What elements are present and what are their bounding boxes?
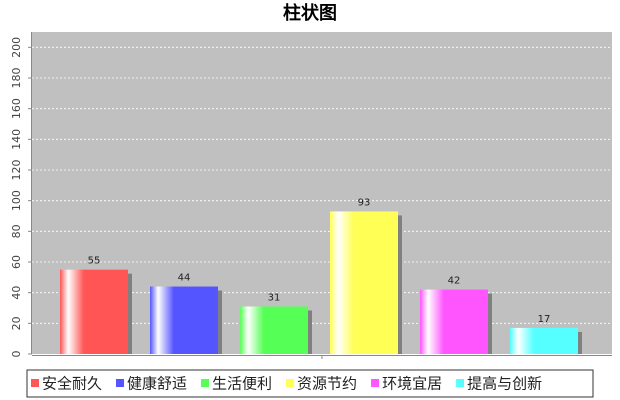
value-label: 31 (268, 292, 281, 303)
legend-swatch (31, 379, 39, 387)
y-tick-label: 20 (10, 316, 23, 330)
legend-label: 环境宜居 (382, 375, 442, 393)
y-tick-label: 160 (10, 98, 23, 119)
legend-label: 资源节约 (297, 375, 357, 393)
legend-swatch (371, 379, 380, 387)
y-tick-label: 120 (10, 160, 23, 181)
y-tick-label: 180 (10, 68, 23, 89)
y-tick-label: 40 (10, 286, 23, 300)
y-tick-label: 60 (10, 255, 23, 269)
value-label: 44 (178, 273, 191, 284)
value-label: 55 (88, 256, 101, 267)
y-tick-label: 80 (10, 224, 23, 238)
bar (510, 327, 578, 354)
bar (240, 306, 308, 354)
bar (420, 289, 488, 354)
value-label: 42 (448, 276, 461, 287)
y-tick-label: 200 (10, 37, 23, 58)
y-tick-label: 100 (10, 190, 23, 211)
legend-label: 安全耐久 (42, 375, 102, 393)
legend-label: 提高与创新 (467, 375, 542, 393)
value-label: 93 (358, 197, 371, 208)
y-tick-label: 140 (10, 129, 23, 150)
legend-label: 健康舒适 (127, 375, 187, 393)
bar (330, 211, 398, 354)
legend-swatch (201, 379, 210, 387)
legend-label: 生活便利 (212, 375, 272, 393)
legend-swatch (116, 379, 125, 387)
y-tick-label: 0 (10, 351, 23, 358)
bar (60, 269, 128, 354)
legend-swatch (456, 379, 465, 387)
chart-title: 柱状图 (283, 2, 337, 24)
bar (150, 286, 218, 354)
value-label: 17 (538, 314, 551, 325)
legend-swatch (286, 379, 295, 387)
